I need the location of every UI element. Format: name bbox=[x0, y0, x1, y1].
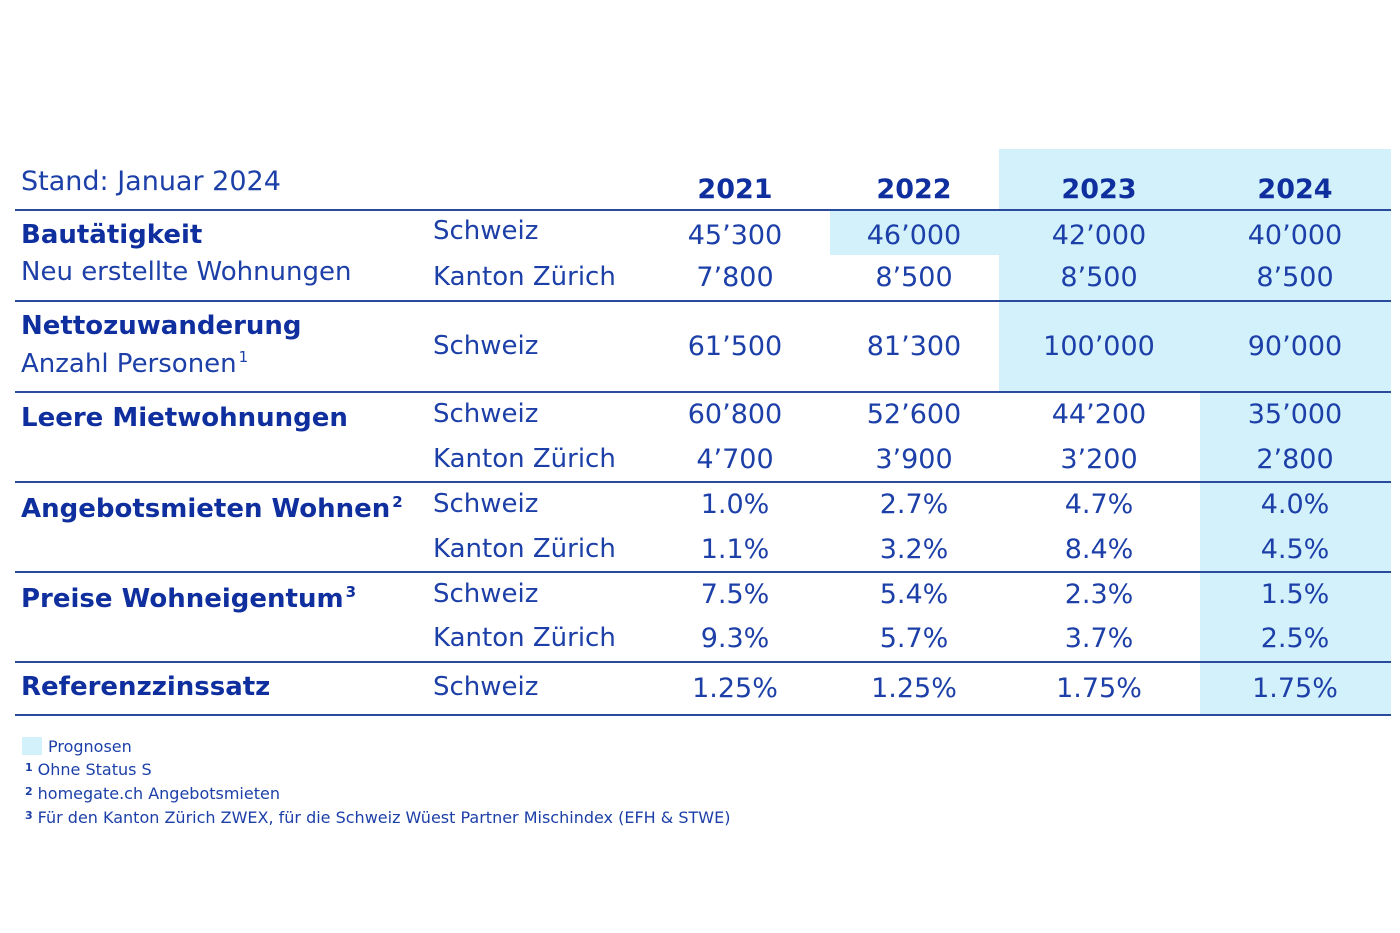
section-subtitle: Anzahl Personen 1 bbox=[21, 348, 248, 379]
table-cell: 1.75% bbox=[1252, 673, 1338, 704]
region-label: Kanton Zürich bbox=[433, 262, 616, 292]
forecast-highlight bbox=[999, 149, 1391, 392]
footnote: 1 Ohne Status S bbox=[25, 760, 152, 779]
table-cell: 45’300 bbox=[687, 220, 783, 251]
footnote: 3 Für den Kanton Zürich ZWEX, für die Sch… bbox=[25, 808, 730, 827]
table-cell: 5.7% bbox=[879, 623, 949, 654]
section-title: Nettozuwanderung bbox=[21, 311, 302, 341]
year-header-2023: 2023 bbox=[1061, 174, 1137, 205]
section-subtitle: Neu erstellte Wohnungen bbox=[21, 257, 352, 287]
table-cell: 7’800 bbox=[696, 262, 774, 293]
section-title-text: Preise Wohneigentum bbox=[21, 584, 344, 614]
table-cell: 44’200 bbox=[1051, 399, 1147, 430]
table-cell: 2.7% bbox=[879, 489, 949, 520]
table-cell: 8.4% bbox=[1064, 534, 1134, 565]
table-cell: 46’000 bbox=[866, 220, 962, 251]
table-cell: 35’000 bbox=[1247, 399, 1343, 430]
table-cell: 81’300 bbox=[866, 331, 962, 362]
divider bbox=[15, 481, 1391, 483]
region-label: Schweiz bbox=[433, 489, 539, 519]
footnote-marker: 2 bbox=[392, 493, 403, 511]
section-title: Referenzzinssatz bbox=[21, 672, 271, 702]
year-header-2022: 2022 bbox=[876, 174, 952, 205]
table-cell: 60’800 bbox=[687, 399, 783, 430]
table-cell: 3’900 bbox=[875, 444, 953, 475]
divider bbox=[15, 391, 1391, 393]
table-cell: 1.75% bbox=[1056, 673, 1142, 704]
region-label: Schweiz bbox=[433, 331, 539, 361]
legend-label: Prognosen bbox=[48, 737, 132, 756]
table-cell: 2.3% bbox=[1064, 579, 1134, 610]
table-cell: 8’500 bbox=[875, 262, 953, 293]
stand-label: Stand: Januar 2024 bbox=[21, 166, 281, 197]
table-cell: 2’800 bbox=[1256, 444, 1334, 475]
footnote-text: Ohne Status S bbox=[37, 760, 152, 779]
forecast-highlight bbox=[830, 211, 999, 255]
table-cell: 4.0% bbox=[1260, 489, 1330, 520]
table-cell: 42’000 bbox=[1051, 220, 1147, 251]
footnote: 2 homegate.ch Angebotsmieten bbox=[25, 784, 280, 803]
table-cell: 8’500 bbox=[1060, 262, 1138, 293]
footnote-text: Für den Kanton Zürich ZWEX, für die Schw… bbox=[37, 808, 731, 827]
table-cell: 1.25% bbox=[871, 673, 957, 704]
table-cell: 4.5% bbox=[1260, 534, 1330, 565]
footnote-text: homegate.ch Angebotsmieten bbox=[37, 784, 280, 803]
footnote-marker: 1 bbox=[238, 348, 249, 366]
table-cell: 4.7% bbox=[1064, 489, 1134, 520]
section-subtitle-text: Anzahl Personen bbox=[21, 349, 237, 379]
section-title-text: Angebotsmieten Wohnen bbox=[21, 494, 391, 524]
section-title: Bautätigkeit bbox=[21, 220, 203, 250]
region-label: Schweiz bbox=[433, 216, 539, 246]
table-cell: 40’000 bbox=[1247, 220, 1343, 251]
section-title: Angebotsmieten Wohnen 2 bbox=[21, 493, 403, 524]
footnote-marker: 3 bbox=[345, 583, 356, 601]
table-cell: 1.1% bbox=[700, 534, 770, 565]
table-cell: 1.0% bbox=[700, 489, 770, 520]
table-cell: 4’700 bbox=[696, 444, 774, 475]
region-label: Kanton Zürich bbox=[433, 444, 616, 474]
table-cell: 3.2% bbox=[879, 534, 949, 565]
region-label: Schweiz bbox=[433, 672, 539, 702]
table-cell: 9.3% bbox=[700, 623, 770, 654]
region-label: Schweiz bbox=[433, 579, 539, 609]
divider bbox=[15, 661, 1391, 663]
year-header-2024: 2024 bbox=[1257, 174, 1333, 205]
table-cell: 2.5% bbox=[1260, 623, 1330, 654]
footnote-number: 2 bbox=[25, 785, 33, 798]
table-cell: 3’200 bbox=[1060, 444, 1138, 475]
table-cell: 5.4% bbox=[879, 579, 949, 610]
table-cell: 3.7% bbox=[1064, 623, 1134, 654]
divider bbox=[15, 714, 1391, 716]
section-title: Leere Mietwohnungen bbox=[21, 403, 348, 433]
table-cell: 1.25% bbox=[692, 673, 778, 704]
year-header-2021: 2021 bbox=[697, 174, 773, 205]
table-cell: 90’000 bbox=[1247, 331, 1343, 362]
section-title: Preise Wohneigentum 3 bbox=[21, 583, 356, 614]
table-cell: 52’600 bbox=[866, 399, 962, 430]
footnote-number: 3 bbox=[25, 809, 33, 822]
table-cell: 100’000 bbox=[1043, 331, 1155, 362]
region-label: Schweiz bbox=[433, 399, 539, 429]
region-label: Kanton Zürich bbox=[433, 534, 616, 564]
divider bbox=[15, 209, 1391, 211]
legend-swatch bbox=[22, 737, 42, 755]
table-cell: 7.5% bbox=[700, 579, 770, 610]
footnote-number: 1 bbox=[25, 761, 33, 774]
divider bbox=[15, 300, 1391, 302]
table-cell: 1.5% bbox=[1260, 579, 1330, 610]
region-label: Kanton Zürich bbox=[433, 623, 616, 653]
table-cell: 61’500 bbox=[687, 331, 783, 362]
table-cell: 8’500 bbox=[1256, 262, 1334, 293]
divider bbox=[15, 571, 1391, 573]
